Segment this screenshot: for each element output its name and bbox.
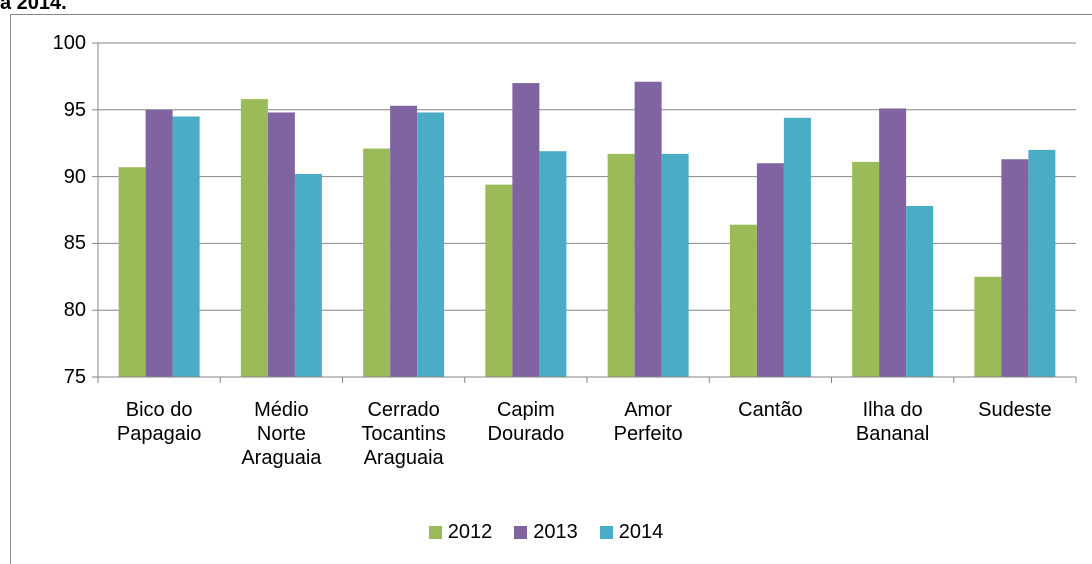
legend-label: 2014: [618, 521, 664, 543]
bar: [852, 161, 880, 377]
x-tick-label: Ilha do Bananal: [855, 399, 930, 445]
bar: [172, 116, 200, 377]
bar: [607, 153, 635, 377]
x-tick-label: Capim Dourado: [487, 399, 565, 445]
bar: [661, 153, 689, 377]
chart-frame: [10, 14, 1092, 564]
x-tick-label: Bico do Papagaio: [116, 399, 202, 445]
y-tick-label: 85: [63, 232, 86, 255]
legend-label: 2013: [533, 521, 578, 543]
legend-swatch: [428, 526, 442, 539]
y-tick-label: 75: [63, 366, 86, 388]
x-tick-label: Médio Norte Araguaia: [241, 399, 322, 469]
bar: [417, 112, 445, 378]
bar: [390, 105, 418, 378]
bar: [879, 108, 907, 378]
legend-item: 2014: [599, 521, 664, 544]
x-tick-label: Cerrado Tocantins Araguaia: [361, 399, 446, 469]
bar: [756, 163, 784, 377]
legend-swatch: [599, 526, 613, 539]
x-tick-label: Amor Perfeito: [613, 399, 683, 445]
legend-item: 2012: [428, 521, 493, 544]
x-tick-label: Sudeste: [978, 399, 1052, 421]
y-tick-label: 80: [63, 299, 86, 322]
bar: [634, 81, 662, 377]
bar: [294, 173, 322, 377]
y-tick-label: 90: [63, 165, 86, 188]
bar: [1028, 149, 1056, 377]
legend: 2012 2013 2014: [0, 521, 1092, 544]
bar: [783, 117, 811, 377]
bar: [539, 151, 567, 377]
bar: [906, 205, 934, 377]
x-tick-label: Cantão: [738, 399, 803, 421]
bar: [512, 83, 540, 377]
bar: [118, 167, 146, 377]
bar: [729, 224, 757, 377]
bar: [974, 276, 1002, 377]
legend-swatch: [514, 526, 528, 539]
legend-label: 2012: [447, 521, 493, 543]
bar: [145, 109, 173, 378]
legend-item: 2013: [514, 521, 578, 544]
y-tick-label: 100: [52, 32, 86, 54]
bar: [240, 99, 268, 377]
y-tick-label: 95: [63, 98, 86, 121]
bar: [1001, 159, 1029, 377]
bar: [485, 184, 513, 377]
bar: [267, 112, 295, 378]
bar: [363, 148, 391, 377]
chart-title: a 2014.: [0, 0, 67, 14]
